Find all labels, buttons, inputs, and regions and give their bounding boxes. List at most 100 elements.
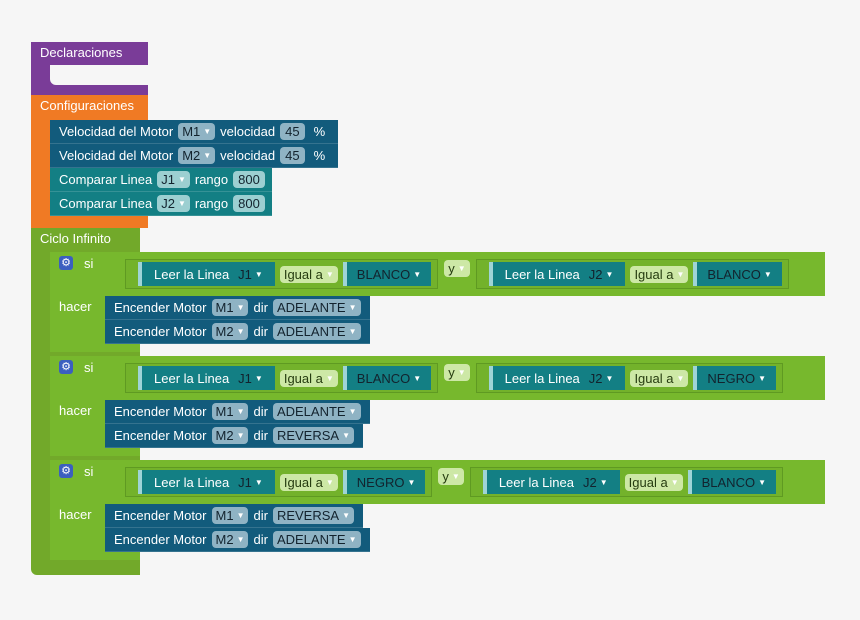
value: Igual a: [634, 266, 674, 282]
speed-input[interactable]: 45: [280, 123, 305, 140]
block-label: Comparar Linea: [59, 172, 153, 187]
value: ADELANTE: [276, 324, 346, 339]
compare-block[interactable]: Leer la Linea J1 ▼ Igual a ▼ BLANCO ▼: [125, 363, 439, 393]
motor-on-block[interactable]: Encender Motor M1 ▼ dir REVERSA ▼: [105, 504, 363, 528]
color-dropdown[interactable]: NEGRO ▼: [703, 370, 770, 387]
block-label: Encender Motor: [114, 428, 207, 443]
block-label: Encender Motor: [114, 532, 207, 547]
dropdown-arrow-icon: ▼: [413, 373, 422, 383]
if-block[interactable]: ⚙ si hacer Leer la Linea J1 ▼ Igual a ▼ NEG…: [50, 460, 825, 560]
color-value-block[interactable]: NEGRO ▼: [693, 366, 776, 390]
motor-dropdown[interactable]: M1 ▼: [211, 299, 249, 316]
read-line-block[interactable]: Leer la Linea J2 ▼: [482, 470, 620, 494]
value: Igual a: [628, 474, 668, 490]
operator-dropdown[interactable]: Igual a ▼: [630, 265, 689, 283]
motor-dropdown[interactable]: M2 ▼: [211, 531, 249, 548]
compare-block[interactable]: Leer la Linea J2 ▼ Igual a ▼ BLANCO ▼: [475, 259, 789, 289]
if-bottom-bar: [50, 552, 140, 560]
motor-dropdown[interactable]: M1 ▼: [178, 123, 216, 140]
operator-dropdown[interactable]: Igual a ▼: [624, 473, 683, 491]
read-line-block[interactable]: Leer la Linea J1 ▼: [138, 470, 275, 494]
unit-label: %: [313, 124, 326, 139]
operator-dropdown[interactable]: Igual a ▼: [279, 473, 338, 491]
sensor-dropdown[interactable]: J2 ▼: [585, 370, 618, 387]
motor-dropdown[interactable]: M2 ▼: [178, 147, 216, 164]
motor-on-block[interactable]: Encender Motor M2 ▼ dir ADELANTE ▼: [105, 528, 370, 552]
logic-dropdown[interactable]: y ▼: [444, 364, 470, 381]
dropdown-arrow-icon: ▼: [348, 327, 357, 336]
gear-icon[interactable]: ⚙: [59, 464, 73, 478]
sensor-dropdown[interactable]: J2 ▼: [579, 474, 612, 491]
si-label: si: [84, 256, 94, 271]
motor-dropdown[interactable]: M1 ▼: [211, 403, 249, 420]
sensor-dropdown[interactable]: J1 ▼: [234, 266, 267, 283]
dropdown-arrow-icon: ▼: [236, 327, 245, 336]
operator-dropdown[interactable]: Igual a ▼: [630, 369, 689, 387]
color-value-block[interactable]: BLANCO ▼: [693, 262, 782, 286]
compare-block[interactable]: Leer la Linea J2 ▼ Igual a ▼ BLANCO ▼: [469, 467, 783, 497]
block-label: dir: [253, 404, 268, 419]
line-compare-block[interactable]: Comparar Linea J2 ▼ rango 800: [50, 192, 272, 216]
block-label: Velocidad del Motor: [59, 124, 174, 139]
motor-on-block[interactable]: Encender Motor M2 ▼ dir REVERSA ▼: [105, 424, 363, 448]
direction-dropdown[interactable]: ADELANTE ▼: [272, 323, 361, 340]
if-bottom-bar: [50, 448, 140, 456]
direction-dropdown[interactable]: ADELANTE ▼: [272, 403, 361, 420]
color-dropdown[interactable]: BLANCO ▼: [698, 474, 770, 491]
block-label: Leer la Linea: [504, 370, 580, 386]
gear-icon[interactable]: ⚙: [59, 256, 73, 270]
motor-speed-block[interactable]: Velocidad del Motor M1 ▼ velocidad 45 %: [50, 120, 338, 144]
color-value-block[interactable]: BLANCO ▼: [342, 366, 432, 390]
sensor-dropdown[interactable]: J1 ▼: [234, 370, 267, 387]
if-block[interactable]: ⚙ si hacer Leer la Linea J1 ▼ Igual a ▼ BLA…: [50, 252, 825, 352]
color-dropdown[interactable]: BLANCO ▼: [703, 266, 775, 283]
compare-block[interactable]: Leer la Linea J1 ▼ Igual a ▼ BLANCO ▼: [125, 259, 439, 289]
color-value-block[interactable]: BLANCO ▼: [687, 470, 776, 494]
motor-on-block[interactable]: Encender Motor M1 ▼ dir ADELANTE ▼: [105, 296, 370, 320]
sensor-dropdown[interactable]: J2 ▼: [157, 195, 190, 212]
motor-dropdown[interactable]: M2 ▼: [211, 323, 249, 340]
logic-dropdown[interactable]: y ▼: [444, 260, 470, 277]
direction-dropdown[interactable]: REVERSA ▼: [272, 427, 354, 444]
read-line-block[interactable]: Leer la Linea J2 ▼: [488, 366, 626, 390]
block-label: rango: [194, 172, 229, 187]
color-value-block[interactable]: BLANCO ▼: [342, 262, 432, 286]
direction-dropdown[interactable]: ADELANTE ▼: [272, 299, 361, 316]
color-dropdown[interactable]: BLANCO ▼: [353, 370, 425, 387]
gear-icon[interactable]: ⚙: [59, 360, 73, 374]
color-value-block[interactable]: NEGRO ▼: [342, 470, 426, 494]
color-dropdown[interactable]: BLANCO ▼: [353, 266, 425, 283]
range-input[interactable]: 800: [233, 171, 265, 188]
motor-on-block[interactable]: Encender Motor M2 ▼ dir ADELANTE ▼: [105, 320, 370, 344]
configuraciones-label: Configuraciones: [40, 98, 134, 113]
operator-dropdown[interactable]: Igual a ▼: [279, 265, 338, 283]
compare-block[interactable]: Leer la Linea J1 ▼ Igual a ▼ NEGRO ▼: [125, 467, 433, 497]
read-line-block[interactable]: Leer la Linea J1 ▼: [138, 262, 275, 286]
motor-speed-block[interactable]: Velocidad del Motor M2 ▼ velocidad 45 %: [50, 144, 338, 168]
value: J2: [588, 266, 603, 282]
compare-block[interactable]: Leer la Linea J2 ▼ Igual a ▼ NEGRO ▼: [475, 363, 783, 393]
speed-input[interactable]: 45: [280, 147, 305, 164]
si-label: si: [84, 360, 94, 375]
motor-dropdown[interactable]: M2 ▼: [211, 427, 249, 444]
color-dropdown[interactable]: NEGRO ▼: [353, 474, 420, 491]
value: M2: [215, 532, 234, 547]
read-line-block[interactable]: Leer la Linea J2 ▼: [488, 262, 626, 286]
read-line-block[interactable]: Leer la Linea J1 ▼: [138, 366, 275, 390]
if-bottom-bar: [50, 344, 140, 352]
sensor-dropdown[interactable]: J2 ▼: [585, 266, 618, 283]
operator-dropdown[interactable]: Igual a ▼: [279, 369, 338, 387]
sensor-dropdown[interactable]: J1 ▼: [157, 171, 190, 188]
direction-dropdown[interactable]: REVERSA ▼: [272, 507, 354, 524]
motor-on-block[interactable]: Encender Motor M1 ▼ dir ADELANTE ▼: [105, 400, 370, 424]
sensor-dropdown[interactable]: J1 ▼: [234, 474, 267, 491]
dropdown-arrow-icon: ▼: [325, 269, 334, 279]
direction-dropdown[interactable]: ADELANTE ▼: [272, 531, 361, 548]
line-compare-block[interactable]: Comparar Linea J1 ▼ rango 800: [50, 168, 272, 192]
range-input[interactable]: 800: [233, 195, 265, 212]
logic-dropdown[interactable]: y ▼: [438, 468, 464, 485]
motor-dropdown[interactable]: M1 ▼: [211, 507, 249, 524]
dropdown-arrow-icon: ▼: [342, 511, 350, 520]
if-block[interactable]: ⚙ si hacer Leer la Linea J1 ▼ Igual a ▼ BLA…: [50, 356, 825, 456]
declaraciones-block[interactable]: Declaraciones: [31, 42, 148, 95]
